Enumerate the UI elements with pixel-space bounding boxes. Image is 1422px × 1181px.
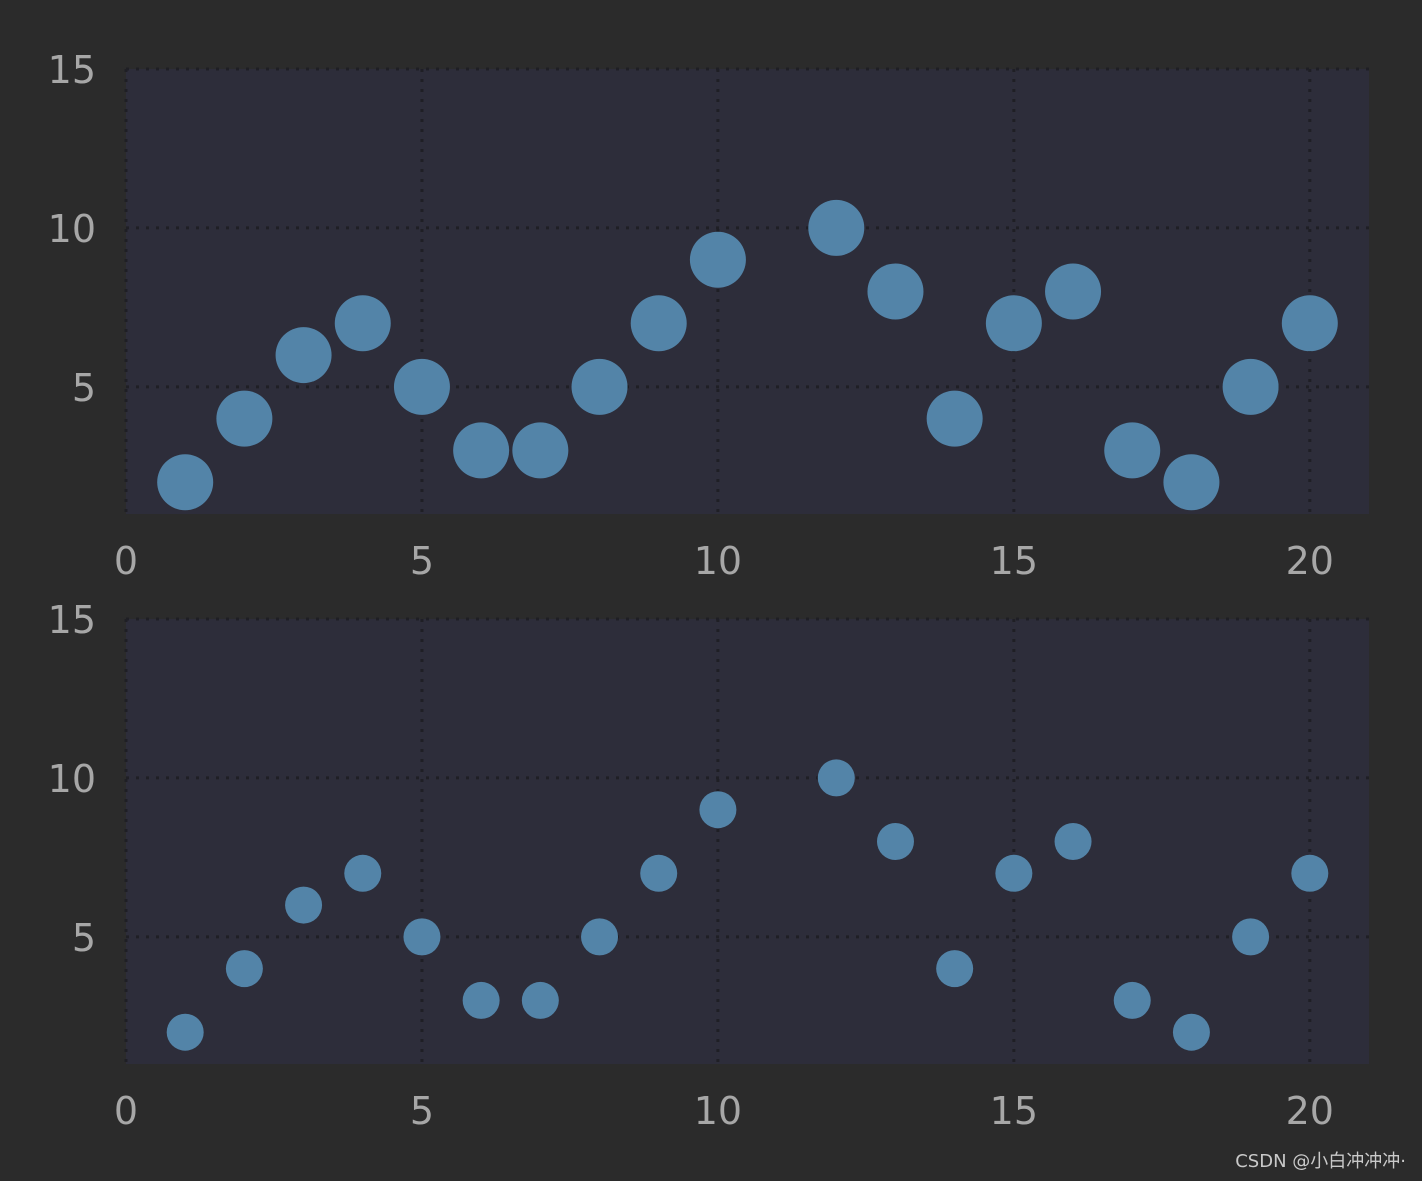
x-tick-label: 0 xyxy=(114,539,138,583)
data-point xyxy=(581,918,619,956)
data-point xyxy=(285,886,323,924)
x-tick-label: 20 xyxy=(1286,1089,1334,1133)
data-point xyxy=(876,823,914,860)
data-point xyxy=(512,422,569,479)
data-point xyxy=(1232,918,1270,956)
data-point xyxy=(1281,295,1338,352)
data-point xyxy=(985,295,1042,352)
y-tick-label: 10 xyxy=(48,207,96,251)
watermark: CSDN @小白冲冲冲· xyxy=(1235,1151,1406,1172)
x-tick-label: 5 xyxy=(410,539,434,583)
data-point xyxy=(926,390,983,447)
data-point xyxy=(1222,358,1279,415)
data-point xyxy=(571,358,628,415)
axes-background xyxy=(126,619,1369,1064)
x-tick-label: 20 xyxy=(1286,539,1334,583)
x-tick-label: 15 xyxy=(990,1089,1038,1133)
data-point xyxy=(453,422,510,479)
data-point xyxy=(344,854,382,892)
axes-background xyxy=(126,69,1369,514)
data-point xyxy=(275,327,332,384)
data-point xyxy=(1104,422,1161,479)
data-point xyxy=(166,1013,204,1051)
y-tick-label: 15 xyxy=(48,598,96,642)
data-point xyxy=(867,263,924,320)
data-point xyxy=(808,199,865,256)
data-point xyxy=(1291,854,1329,892)
data-point xyxy=(640,854,678,892)
y-tick-label: 10 xyxy=(48,757,96,801)
data-point xyxy=(689,231,746,288)
x-tick-label: 15 xyxy=(990,539,1038,583)
data-point xyxy=(630,295,687,352)
data-point xyxy=(157,454,214,511)
data-point xyxy=(1113,981,1151,1019)
subplot-1: 0 5 10 15 20 5 10 15 xyxy=(48,48,1369,583)
data-point xyxy=(1172,1013,1210,1051)
data-point xyxy=(817,759,855,797)
data-point xyxy=(334,295,391,352)
x-tick-label: 5 xyxy=(410,1089,434,1133)
x-tick-label: 10 xyxy=(694,1089,742,1133)
data-point xyxy=(699,791,737,829)
subplot-2: 0 5 10 15 20 5 10 15 xyxy=(48,598,1369,1133)
x-tick-label: 0 xyxy=(114,1089,138,1133)
data-point xyxy=(403,918,441,956)
x-tick-label: 10 xyxy=(694,539,742,583)
y-tick-label: 5 xyxy=(72,916,96,960)
data-point xyxy=(1163,454,1220,511)
data-point xyxy=(1045,263,1102,320)
y-tick-label: 15 xyxy=(48,48,96,92)
data-point xyxy=(462,981,500,1019)
data-point xyxy=(936,950,974,988)
data-point xyxy=(995,854,1033,892)
data-point xyxy=(225,950,263,988)
data-point xyxy=(393,358,450,415)
data-point xyxy=(521,981,559,1019)
data-point xyxy=(1054,823,1092,860)
data-point xyxy=(216,390,273,447)
y-tick-label: 5 xyxy=(72,366,96,410)
